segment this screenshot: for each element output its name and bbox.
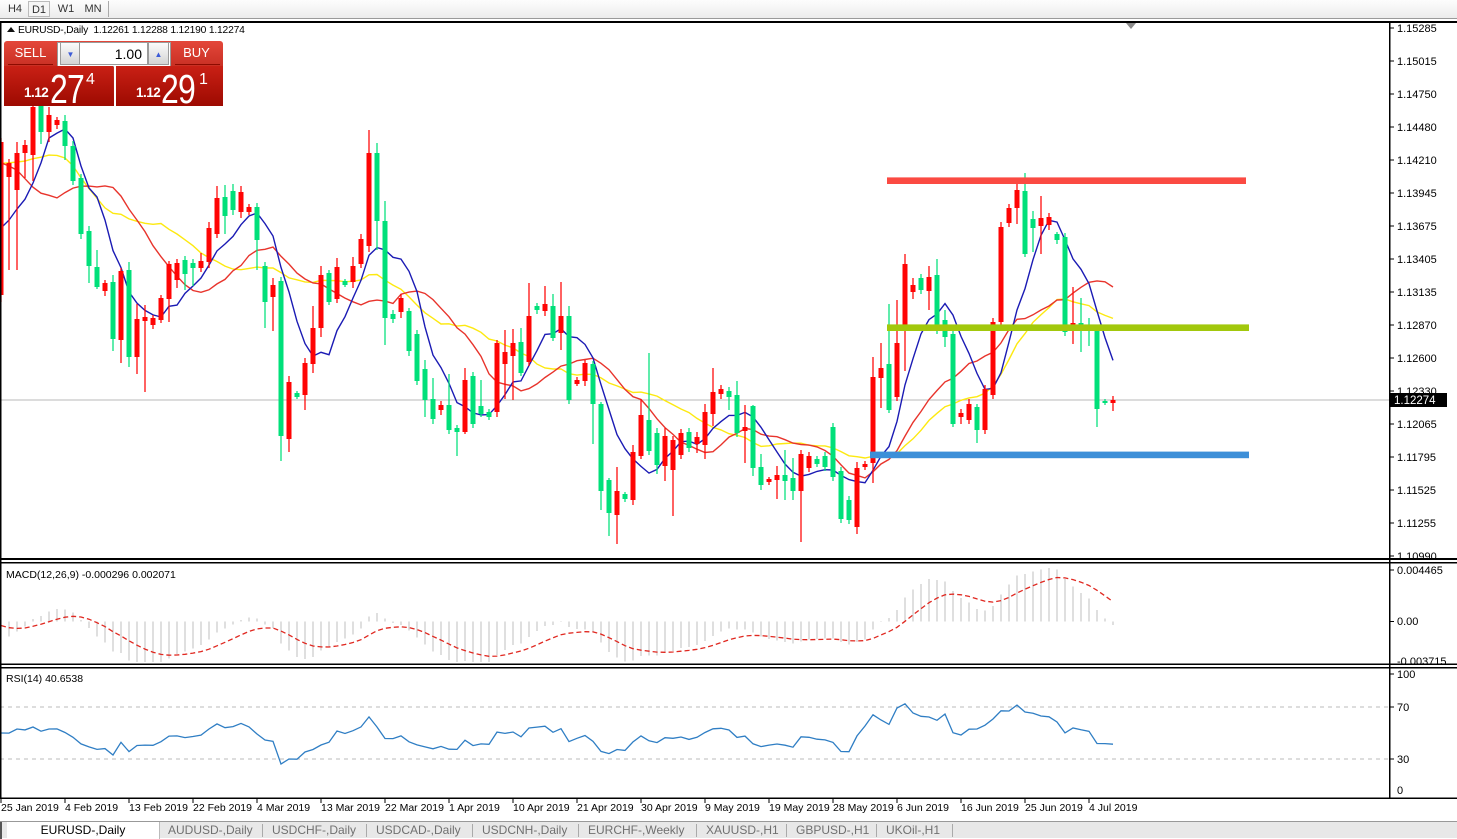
svg-text:16 Jun 2019: 16 Jun 2019	[961, 802, 1019, 814]
svg-text:10 Apr 2019: 10 Apr 2019	[513, 802, 570, 814]
svg-text:22 Feb 2019: 22 Feb 2019	[193, 802, 252, 814]
svg-text:4 Feb 2019: 4 Feb 2019	[65, 802, 118, 814]
svg-text:MACD(12,26,9) -0.000296 0.0020: MACD(12,26,9) -0.000296 0.002071	[6, 569, 176, 581]
svg-text:1.15015: 1.15015	[1397, 56, 1437, 68]
svg-text:1.13135: 1.13135	[1397, 287, 1437, 299]
svg-text:1.12065: 1.12065	[1397, 419, 1437, 431]
svg-text:1.14210: 1.14210	[1397, 155, 1437, 167]
svg-text:1.13945: 1.13945	[1397, 188, 1437, 200]
svg-text:1.15285: 1.15285	[1397, 23, 1437, 35]
svg-text:22 Mar 2019: 22 Mar 2019	[385, 802, 444, 814]
svg-text:13 Feb 2019: 13 Feb 2019	[129, 802, 188, 814]
svg-text:30: 30	[1397, 754, 1409, 766]
svg-text:1.11255: 1.11255	[1397, 518, 1436, 530]
svg-text:1.14480: 1.14480	[1397, 122, 1437, 134]
svg-text:1.10990: 1.10990	[1397, 551, 1437, 563]
svg-text:9 May 2019: 9 May 2019	[705, 802, 760, 814]
svg-text:25 Jan 2019: 25 Jan 2019	[1, 802, 59, 814]
svg-text:1.13675: 1.13675	[1397, 221, 1437, 233]
svg-text:1 Apr 2019: 1 Apr 2019	[449, 802, 500, 814]
svg-text:EURUSD-,Daily 1.12261 1.12288: EURUSD-,Daily 1.12261 1.12288 1.12190 1.…	[18, 25, 245, 36]
svg-text:1.12600: 1.12600	[1397, 353, 1437, 365]
svg-text:1.14750: 1.14750	[1397, 89, 1437, 101]
svg-text:1.11525: 1.11525	[1397, 485, 1436, 497]
svg-text:1.12870: 1.12870	[1397, 320, 1437, 332]
svg-text:1.11795: 1.11795	[1397, 452, 1436, 464]
svg-text:70: 70	[1397, 702, 1409, 714]
svg-text:RSI(14) 40.6538: RSI(14) 40.6538	[6, 673, 83, 685]
svg-text:6 Jun 2019: 6 Jun 2019	[897, 802, 949, 814]
svg-text:28 May 2019: 28 May 2019	[833, 802, 894, 814]
svg-text:1.13405: 1.13405	[1397, 254, 1437, 266]
svg-text:1.12274: 1.12274	[1394, 395, 1436, 407]
svg-text:30 Apr 2019: 30 Apr 2019	[641, 802, 698, 814]
svg-text:0.00: 0.00	[1397, 616, 1418, 628]
svg-text:4 Mar 2019: 4 Mar 2019	[257, 802, 310, 814]
svg-text:-0.003715: -0.003715	[1397, 656, 1447, 668]
svg-text:100: 100	[1397, 669, 1415, 681]
svg-text:13 Mar 2019: 13 Mar 2019	[321, 802, 380, 814]
svg-text:21 Apr 2019: 21 Apr 2019	[577, 802, 634, 814]
svg-text:4 Jul 2019: 4 Jul 2019	[1089, 802, 1138, 814]
svg-text:0: 0	[1397, 785, 1403, 797]
svg-text:25 Jun 2019: 25 Jun 2019	[1025, 802, 1083, 814]
svg-text:19 May 2019: 19 May 2019	[769, 802, 830, 814]
svg-text:0.004465: 0.004465	[1397, 565, 1443, 577]
